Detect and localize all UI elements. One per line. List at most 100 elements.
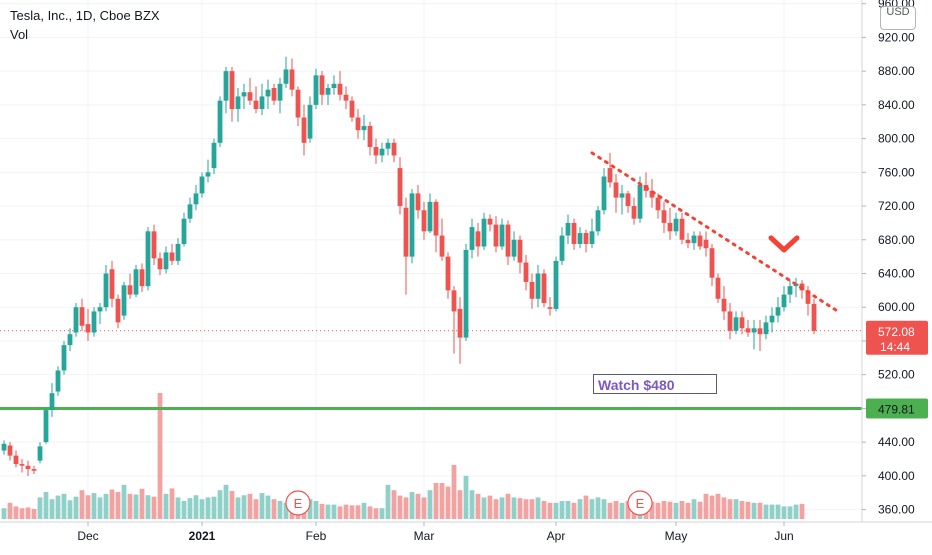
current-price-tag <box>866 320 928 355</box>
candle-body <box>787 286 793 295</box>
volume-bar <box>649 501 655 519</box>
volume-bar <box>163 493 169 519</box>
candle-body <box>493 224 499 247</box>
watch-annotation[interactable]: Watch $480 <box>593 374 717 394</box>
down-arrow-icon <box>768 235 800 253</box>
price-tick-label: 720.00 <box>878 199 915 213</box>
volume-bar <box>79 490 85 519</box>
earnings-circle <box>285 490 311 516</box>
price-tick-label: 440.00 <box>878 435 915 449</box>
volume-bar <box>349 505 355 519</box>
volume-bar <box>55 495 61 519</box>
candle-body <box>421 210 427 232</box>
candle-body <box>205 172 211 177</box>
volume-bar <box>247 493 253 519</box>
volume-bar <box>157 393 163 519</box>
volume-bar <box>481 497 487 519</box>
candle-body <box>661 210 667 223</box>
volume-bar <box>7 502 13 519</box>
candle-body <box>271 88 277 101</box>
price-tick-label: 400.00 <box>878 469 915 483</box>
candle-body <box>133 269 139 295</box>
price-tick-label: 920.00 <box>878 30 915 44</box>
candle-body <box>577 233 583 244</box>
volume-bar <box>571 502 577 519</box>
volume-bar <box>583 495 589 519</box>
candle-body <box>307 104 313 139</box>
candle-body <box>181 218 187 244</box>
candle-body <box>757 328 763 335</box>
volume-bar <box>799 503 805 519</box>
volume-bar <box>493 499 499 519</box>
candle-body <box>319 75 325 95</box>
candle-body <box>313 75 319 105</box>
price-tick-label: 600.00 <box>878 300 915 314</box>
candle-body <box>13 455 19 465</box>
candle-body <box>655 197 661 211</box>
candle-body <box>673 218 679 232</box>
volume-bar <box>277 501 283 519</box>
candle-body <box>439 235 445 257</box>
volume-bar <box>727 499 733 519</box>
candle-body <box>469 227 475 250</box>
volume-bar <box>679 501 685 519</box>
time-tick-label: Jun <box>774 529 793 543</box>
candle-body <box>763 322 769 335</box>
volume-bar <box>769 504 775 519</box>
volume-bar <box>133 494 139 519</box>
candle-body <box>745 328 751 333</box>
earnings-marker: E <box>285 490 311 516</box>
volume-bar <box>199 499 205 519</box>
gridlines <box>0 0 862 520</box>
time-tick-label: Apr <box>547 529 566 543</box>
candle-body <box>325 88 331 95</box>
volume-bar <box>523 499 529 519</box>
time-tick-label: Mar <box>414 529 435 543</box>
candle-body <box>511 239 517 257</box>
volume-bar <box>205 497 211 519</box>
candle-body <box>157 258 163 270</box>
volume-bar <box>793 504 799 519</box>
candle-body <box>247 92 253 101</box>
volume-bar <box>43 492 49 519</box>
candle-body <box>19 464 25 466</box>
volume-bar <box>61 493 67 519</box>
volume-bar <box>595 497 601 519</box>
volume-bar <box>499 497 505 519</box>
candle-body <box>481 218 487 247</box>
candle-body <box>733 317 739 331</box>
candle-body <box>193 193 199 205</box>
volume-bar <box>475 493 481 519</box>
volume-bar <box>691 499 697 519</box>
candle-body <box>361 125 367 131</box>
volume-bar <box>751 502 757 519</box>
volume-bar <box>187 498 193 519</box>
candle-body <box>235 96 241 110</box>
volume-bar <box>553 502 559 519</box>
candle-body <box>631 206 637 219</box>
volume-bar <box>331 504 337 519</box>
candle-body <box>445 256 451 291</box>
volume-bar <box>175 497 181 519</box>
candle-body <box>259 96 265 110</box>
candle-body <box>547 307 553 309</box>
volume-bar <box>121 484 127 519</box>
candle-body <box>91 311 97 333</box>
candle-body <box>607 168 613 183</box>
volume-bar <box>427 490 433 519</box>
candle-body <box>37 446 43 461</box>
candle-body <box>451 290 457 312</box>
volume-bar <box>409 492 415 519</box>
volume-bar <box>19 508 25 519</box>
earnings-label: E <box>294 496 303 511</box>
candle-body <box>679 218 685 240</box>
volume-bar <box>127 493 133 519</box>
candle-body <box>565 222 571 236</box>
candle-body <box>703 239 709 249</box>
candle-body <box>613 182 619 198</box>
volume-bar <box>235 497 241 519</box>
currency-badge[interactable]: USD <box>880 6 916 30</box>
candle-body <box>229 71 235 110</box>
trendline <box>590 151 840 313</box>
